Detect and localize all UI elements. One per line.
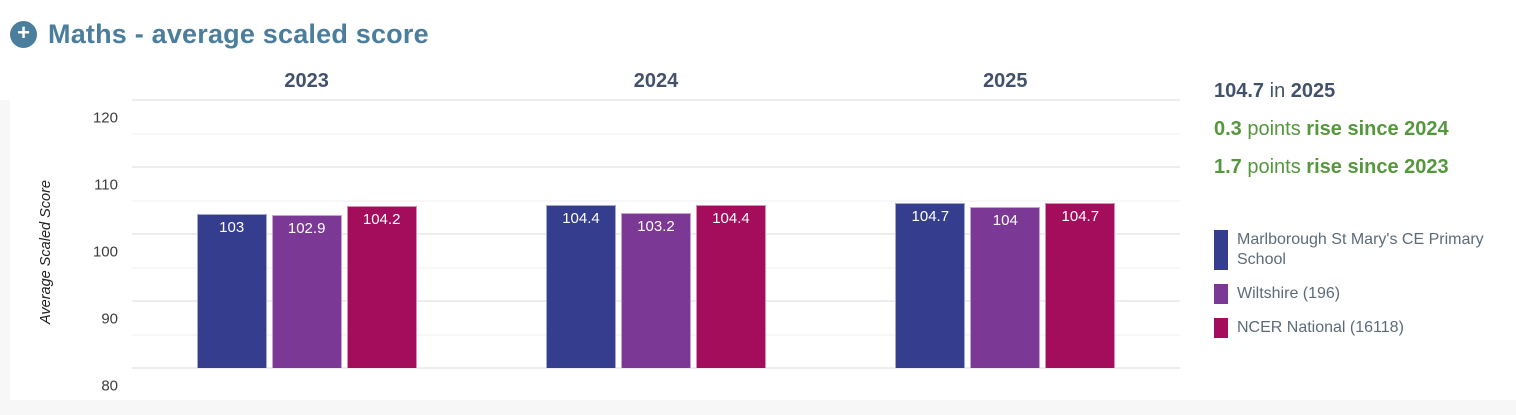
bar-wiltshire-196-2024[interactable]: 103.2 [620, 212, 691, 368]
bar-value-label: 103.2 [637, 217, 675, 235]
content-area: 2023 2024 2025 Average Scaled Score 80 90 10… [0, 64, 1516, 395]
y-tick-label-120: 120 [92, 109, 118, 127]
summary-line-3: 1.7 points rise since 2023 [1214, 148, 1506, 186]
category-label-2023: 2023 [284, 70, 329, 92]
gridline-major-110 [132, 166, 1180, 168]
bar-ncer-national-16118-2025[interactable]: 104.7 [1045, 202, 1116, 368]
bar-value-label: 104.2 [362, 210, 401, 228]
bar-marlborough-st-mary-s-ce-primary-school-2023[interactable]: 103 [196, 213, 267, 368]
bar-value-label: 104.7 [1061, 207, 1100, 225]
gridline-minor-105 [132, 200, 1180, 201]
bar-groups: 103 102.9 104.2 104.4 103.2 104.4 104.7 104 104.… [132, 100, 1180, 368]
summary-panel: 104.7 in 2025 0.3 points rise since 2024 1… [1214, 72, 1506, 186]
legend-swatch-icon [1214, 284, 1228, 304]
bar-wiltshire-196-2023[interactable]: 102.9 [271, 214, 342, 368]
category-label-2025: 2025 [983, 70, 1028, 92]
bar-wiltshire-196-2025[interactable]: 104 [970, 207, 1041, 368]
bar-group-2024: 104.4 103.2 104.4 [481, 100, 830, 368]
bar-group-2023: 103 102.9 104.2 [132, 100, 481, 368]
legend-item-marlborough-st-mary-s-ce-primary-school[interactable]: Marlborough St Mary's CE Primary School [1214, 230, 1506, 270]
summary-text: points [1241, 156, 1307, 178]
summary-strong-text: 104.7 [1214, 80, 1265, 102]
legend-item-ncer-national-16118[interactable]: NCER National (16118) [1214, 318, 1506, 338]
background-strip-bottom [0, 400, 1516, 415]
summary-line-1: 104.7 in 2025 [1214, 72, 1506, 110]
summary-text: in [1264, 80, 1291, 102]
page-title: Maths - average scaled score [48, 18, 429, 49]
legend-swatch-icon [1214, 230, 1228, 270]
background-strip-left [0, 100, 10, 415]
bar-value-label: 102.9 [287, 219, 326, 237]
y-axis-title: Average Scaled Score [38, 179, 54, 325]
summary-strong-text: 0.3 [1214, 118, 1242, 140]
summary-strong-text: 1.7 [1214, 156, 1242, 178]
year-labels: 2023 2024 2025 [132, 70, 1180, 100]
chart-body: Average Scaled Score 80 90 100 110 120 103 10… [0, 99, 1190, 395]
category-label-2024: 2024 [633, 70, 679, 92]
legend-swatch-icon [1214, 318, 1228, 338]
bar-ncer-national-16118-2023[interactable]: 104.2 [346, 205, 417, 368]
legend-label: Marlborough St Mary's CE Primary School [1237, 231, 1484, 268]
y-tick-label-80: 80 [101, 377, 118, 395]
legend-item-wiltshire-196[interactable]: Wiltshire (196) [1214, 284, 1506, 304]
y-tick-label-110: 110 [94, 176, 118, 194]
bar-value-label: 104.4 [712, 209, 750, 227]
bar-marlborough-st-mary-s-ce-primary-school-2024[interactable]: 104.4 [545, 204, 616, 368]
bar-value-label: 104 [992, 212, 1018, 230]
y-tick-label-100: 100 [92, 243, 118, 261]
bar-value-label: 103 [219, 218, 245, 236]
summary-strong-text: rise since 2023 [1306, 156, 1449, 178]
plot-area: 103 102.9 104.2 104.4 103.2 104.4 104.7 104 104.… [132, 99, 1180, 369]
legend: Marlborough St Mary's CE Primary School W… [1214, 230, 1506, 338]
legend-label: NCER National (16118) [1237, 319, 1404, 336]
bar-value-label: 104.4 [562, 209, 600, 227]
bar-value-label: 104.7 [911, 207, 950, 225]
section-header: + Maths - average scaled score [0, 0, 1516, 56]
bar-ncer-national-16118-2024[interactable]: 104.4 [695, 204, 766, 368]
gridline-major-120 [132, 99, 1180, 101]
bar-chart: 2023 2024 2025 Average Scaled Score 80 90 10… [0, 64, 1190, 395]
legend-label: Wiltshire (196) [1237, 285, 1341, 302]
gridline-major-80 [132, 367, 1180, 369]
summary-strong-text: 2025 [1290, 80, 1336, 102]
side-panel: 104.7 in 2025 0.3 points rise since 2024 1… [1190, 64, 1516, 386]
gridline-minor-115 [132, 133, 1180, 134]
y-axis: Average Scaled Score 80 90 100 110 120 [0, 110, 132, 395]
summary-strong-text: rise since 2024 [1306, 118, 1449, 140]
bar-group-2025: 104.7 104 104.7 [831, 100, 1180, 368]
bar-marlborough-st-mary-s-ce-primary-school-2025[interactable]: 104.7 [895, 202, 966, 368]
summary-text: points [1241, 118, 1307, 140]
y-tick-label-90: 90 [101, 310, 118, 328]
expand-plus-icon[interactable]: + [10, 20, 37, 48]
summary-line-2: 0.3 points rise since 2024 [1214, 110, 1506, 148]
